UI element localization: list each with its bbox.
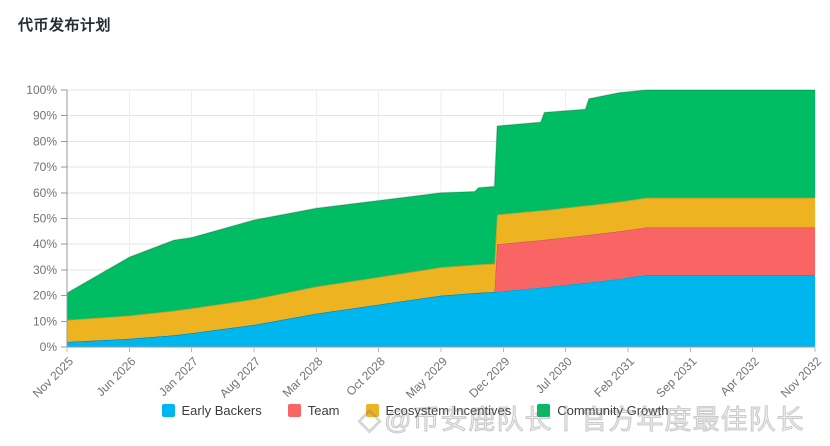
legend-label: Community Growth — [557, 403, 669, 418]
x-axis-label: Dec 2029 — [466, 354, 512, 400]
chart-legend: Early Backers Team Ecosystem Incentives Com… — [0, 403, 830, 418]
legend-item-early-backers[interactable]: Early Backers — [161, 403, 262, 418]
y-axis-label: 50% — [33, 212, 57, 226]
x-axis-label: Jan 2027 — [156, 354, 201, 399]
legend-item-team[interactable]: Team — [287, 403, 340, 418]
x-axis-label: Apr 2032 — [717, 354, 762, 399]
area-early-backers[interactable] — [67, 275, 815, 347]
x-axis-label: Sep 2031 — [653, 354, 699, 400]
y-axis-label: 80% — [33, 134, 57, 148]
legend-label: Team — [307, 403, 340, 418]
y-axis-label: 10% — [33, 314, 57, 328]
y-axis-label: 40% — [33, 237, 57, 251]
legend-label: Early Backers — [181, 403, 262, 418]
area-team[interactable] — [67, 227, 815, 342]
y-axis-label: 0% — [40, 340, 58, 354]
y-axis-label: 70% — [33, 160, 57, 174]
legend-swatch-early-backers — [161, 404, 175, 417]
x-axis-label: Jul 2030 — [533, 354, 575, 396]
x-axis-label: Nov 2032 — [778, 354, 824, 400]
y-axis-label: 30% — [33, 263, 57, 277]
x-axis-label: Nov 2025 — [30, 354, 76, 400]
x-axis-label: Jun 2026 — [94, 354, 139, 399]
x-axis-label: Feb 2031 — [591, 354, 637, 400]
legend-item-ecosystem-incentives[interactable]: Ecosystem Incentives — [365, 403, 512, 418]
x-axis-label: May 2029 — [403, 354, 450, 401]
area-border-community-growth — [66, 89, 815, 294]
y-axis-label: 20% — [33, 289, 57, 303]
x-axis-label: Mar 2028 — [280, 354, 326, 400]
legend-swatch-community-growth — [537, 404, 551, 417]
legend-swatch-ecosystem-incentives — [365, 404, 379, 417]
y-axis-label: 90% — [33, 109, 57, 123]
area-ecosystem-incentives[interactable] — [67, 197, 815, 342]
page-title: 代币发布计划 — [18, 17, 112, 34]
y-axis-label: 100% — [26, 83, 57, 97]
area-community-growth[interactable] — [67, 90, 815, 320]
legend-swatch-team — [287, 404, 301, 417]
x-axis-label: Oct 2028 — [343, 354, 388, 399]
legend-item-community-growth[interactable]: Community Growth — [537, 403, 668, 418]
y-axis-label: 60% — [33, 186, 57, 200]
x-axis-label: Aug 2027 — [217, 354, 263, 400]
legend-label: Ecosystem Incentives — [385, 403, 512, 418]
